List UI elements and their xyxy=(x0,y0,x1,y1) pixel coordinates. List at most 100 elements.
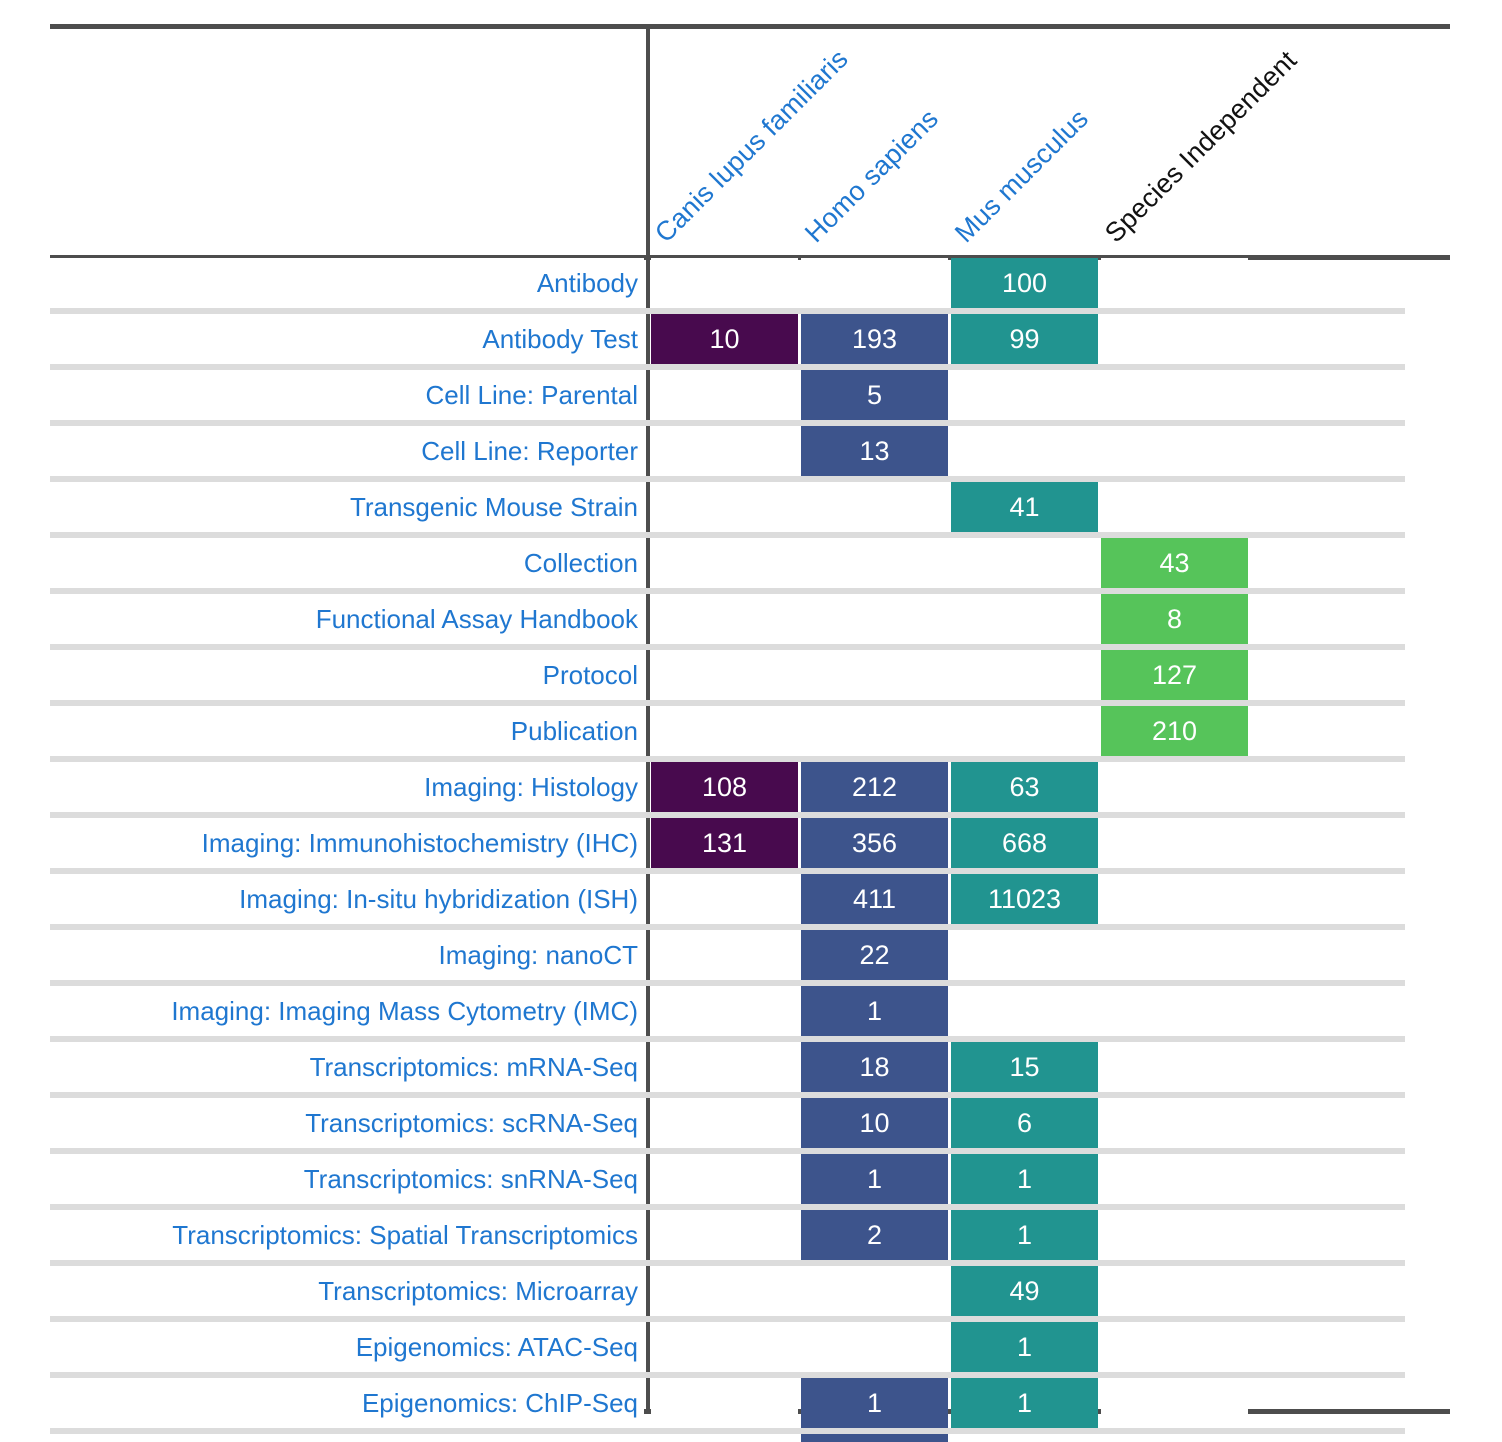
row-label[interactable]: Transcriptomics: mRNA-Seq xyxy=(309,1052,638,1082)
row-label[interactable]: Imaging: Imaging Mass Cytometry (IMC) xyxy=(171,996,638,1026)
table-row[interactable]: Publication 210 xyxy=(0,706,1502,756)
table-row[interactable]: Transcriptomics: scRNA-Seq 10 6 xyxy=(0,1098,1502,1148)
heatmap-cell[interactable]: 5 xyxy=(801,370,948,420)
row-label[interactable]: Imaging: In-situ hybridization (ISH) xyxy=(239,884,638,914)
table-header-separator xyxy=(50,255,1450,260)
row-label[interactable]: Imaging: Immunohistochemistry (IHC) xyxy=(201,828,638,858)
table-row[interactable]: Transcriptomics: mRNA-Seq 18 15 xyxy=(0,1042,1502,1092)
heatmap-cell[interactable]: 10 xyxy=(651,314,798,364)
row-label-background xyxy=(50,1098,644,1148)
table-row[interactable]: Transcriptomics: snRNA-Seq 1 1 xyxy=(0,1154,1502,1204)
row-label[interactable]: Transcriptomics: snRNA-Seq xyxy=(303,1164,638,1194)
table-row[interactable]: Imaging: Immunohistochemistry (IHC) 131 35… xyxy=(0,818,1502,868)
row-label[interactable]: Transcriptomics: scRNA-Seq xyxy=(305,1108,638,1138)
row-label[interactable]: Epigenomics: ATAC-Seq xyxy=(355,1332,638,1362)
table-row[interactable]: Antibody 100 xyxy=(0,258,1502,308)
row-label-background xyxy=(50,706,644,756)
heatmap-cell[interactable]: 22 xyxy=(801,930,948,980)
heatmap-cell-empty xyxy=(1101,1210,1248,1260)
row-cells: 43 xyxy=(651,538,1251,588)
row-label[interactable]: Transcriptomics: Spatial Transcriptomics xyxy=(172,1220,638,1250)
heatmap-cell-empty xyxy=(1101,482,1248,532)
row-label[interactable]: Protocol xyxy=(542,660,638,690)
heatmap-cell-empty xyxy=(651,706,798,756)
heatmap-cell[interactable]: 193 xyxy=(801,314,948,364)
heatmap-cell[interactable]: 11023 xyxy=(951,874,1098,924)
table-row[interactable]: Metabolomics 3 xyxy=(0,1434,1502,1442)
table-row[interactable]: Transgenic Mouse Strain 41 xyxy=(0,482,1502,532)
row-label-background xyxy=(50,482,644,532)
heatmap-cell[interactable]: 43 xyxy=(1101,538,1248,588)
row-label[interactable]: Collection xyxy=(523,548,638,578)
row-label[interactable]: Cell Line: Parental xyxy=(425,380,638,410)
row-label[interactable]: Metabolomics xyxy=(40,1434,638,1442)
table-row[interactable]: Cell Line: Parental 5 xyxy=(0,370,1502,420)
row-label[interactable]: Imaging: Histology xyxy=(424,772,638,802)
table-row[interactable]: Antibody Test 10 193 99 xyxy=(0,314,1502,364)
heatmap-cell[interactable]: 668 xyxy=(951,818,1098,868)
table-row[interactable]: Epigenomics: ChIP-Seq 1 1 xyxy=(0,1378,1502,1428)
heatmap-cell[interactable]: 1 xyxy=(801,1154,948,1204)
table-row[interactable]: Cell Line: Reporter 13 xyxy=(0,426,1502,476)
heatmap-cell[interactable]: 2 xyxy=(801,1210,948,1260)
heatmap-cell[interactable]: 1 xyxy=(801,986,948,1036)
heatmap-cell[interactable]: 1 xyxy=(951,1322,1098,1372)
row-separator xyxy=(50,1428,1405,1434)
row-label[interactable]: Transcriptomics: Microarray xyxy=(318,1276,638,1306)
heatmap-cell-empty xyxy=(1101,818,1248,868)
heatmap-cell[interactable]: 6 xyxy=(951,1098,1098,1148)
heatmap-cell[interactable]: 108 xyxy=(651,762,798,812)
heatmap-cell[interactable]: 15 xyxy=(951,1042,1098,1092)
table-row[interactable]: Collection 43 xyxy=(0,538,1502,588)
table-top-border xyxy=(50,24,1450,29)
heatmap-cell-empty xyxy=(1101,1378,1248,1428)
heatmap-cell[interactable]: 63 xyxy=(951,762,1098,812)
heatmap-cell[interactable]: 99 xyxy=(951,314,1098,364)
heatmap-cell[interactable]: 411 xyxy=(801,874,948,924)
heatmap-cell[interactable]: 356 xyxy=(801,818,948,868)
table-row[interactable]: Epigenomics: ATAC-Seq 1 xyxy=(0,1322,1502,1372)
table-row[interactable]: Protocol 127 xyxy=(0,650,1502,700)
heatmap-cell-empty xyxy=(801,258,948,308)
column-header-2: Mus musculus xyxy=(949,103,1095,249)
heatmap-cell[interactable]: 1 xyxy=(801,1378,948,1428)
row-label[interactable]: Imaging: nanoCT xyxy=(438,940,638,970)
table-row[interactable]: Imaging: Histology 108 212 63 xyxy=(0,762,1502,812)
heatmap-cell[interactable]: 131 xyxy=(651,818,798,868)
table-row[interactable]: Imaging: nanoCT 22 xyxy=(0,930,1502,980)
row-separator xyxy=(50,700,1405,706)
row-label[interactable]: Epigenomics: ChIP-Seq xyxy=(361,1388,638,1418)
row-label-background xyxy=(50,370,644,420)
heatmap-cell[interactable]: 18 xyxy=(801,1042,948,1092)
table-row[interactable]: Functional Assay Handbook 8 xyxy=(0,594,1502,644)
heatmap-cell[interactable]: 49 xyxy=(951,1266,1098,1316)
row-label[interactable]: Antibody Test xyxy=(482,324,638,354)
row-label[interactable]: Functional Assay Handbook xyxy=(315,604,638,634)
table-row[interactable]: Transcriptomics: Microarray 49 xyxy=(0,1266,1502,1316)
heatmap-cell[interactable]: 3 xyxy=(801,1434,948,1442)
row-label[interactable]: Transgenic Mouse Strain xyxy=(349,492,638,522)
row-cells: 411 11023 xyxy=(651,874,1251,924)
row-label[interactable]: Cell Line: Reporter xyxy=(421,436,638,466)
heatmap-cell[interactable]: 100 xyxy=(951,258,1098,308)
heatmap-cell[interactable]: 1 xyxy=(951,1378,1098,1428)
row-label-background xyxy=(50,1378,644,1428)
heatmap-cell[interactable]: 13 xyxy=(801,426,948,476)
heatmap-cell-empty xyxy=(651,258,798,308)
row-label-background xyxy=(50,650,644,700)
heatmap-cell[interactable]: 8 xyxy=(1101,594,1248,644)
row-separator xyxy=(50,308,1405,314)
heatmap-cell[interactable]: 1 xyxy=(951,1154,1098,1204)
row-cells: 3 xyxy=(651,1434,1251,1442)
table-row[interactable]: Imaging: In-situ hybridization (ISH) 411 1… xyxy=(0,874,1502,924)
row-label[interactable]: Publication xyxy=(510,716,638,746)
row-label[interactable]: Antibody xyxy=(536,268,638,298)
heatmap-cell[interactable]: 10 xyxy=(801,1098,948,1148)
heatmap-cell[interactable]: 212 xyxy=(801,762,948,812)
heatmap-cell[interactable]: 210 xyxy=(1101,706,1248,756)
table-row[interactable]: Imaging: Imaging Mass Cytometry (IMC) 1 xyxy=(0,986,1502,1036)
heatmap-cell[interactable]: 41 xyxy=(951,482,1098,532)
heatmap-cell[interactable]: 1 xyxy=(951,1210,1098,1260)
heatmap-cell[interactable]: 127 xyxy=(1101,650,1248,700)
table-row[interactable]: Transcriptomics: Spatial Transcriptomics… xyxy=(0,1210,1502,1260)
